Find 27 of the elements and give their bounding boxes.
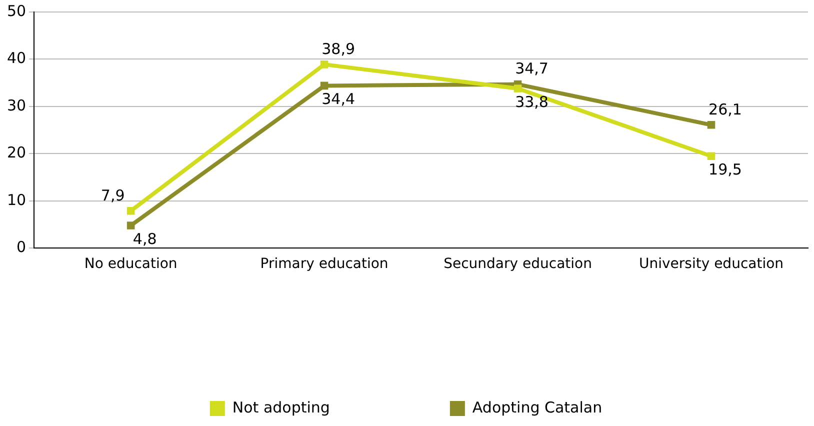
y-tick-label: 20	[6, 144, 26, 162]
x-tick-label: Primary education	[260, 256, 388, 272]
x-tick-label: No education	[84, 256, 178, 272]
point	[320, 82, 328, 90]
data-label: 4,8	[132, 230, 157, 248]
y-tick-label: 40	[6, 49, 26, 68]
y-tick-label: 10	[6, 190, 26, 209]
legend-label: Not adopting	[232, 398, 330, 416]
data-label: 34,4	[322, 90, 356, 108]
y-tick-label: 0	[16, 238, 26, 256]
point	[126, 206, 135, 215]
point	[514, 84, 522, 92]
point	[707, 152, 716, 160]
data-label: 7,9	[100, 186, 125, 204]
data-label: 26,1	[708, 100, 742, 118]
x-tick-label: University education	[638, 256, 784, 272]
data-label: 38,9	[322, 40, 356, 58]
point	[707, 121, 716, 129]
data-label: 33,8	[515, 92, 548, 111]
point	[320, 60, 328, 68]
data-label: 34,7	[515, 60, 548, 78]
x-tick-label: Secundary education	[444, 256, 592, 272]
y-tick-label: 30	[6, 96, 26, 114]
y-tick-label: 50	[6, 2, 26, 20]
legend-label: Adopting Catalan	[472, 398, 602, 416]
point	[126, 222, 135, 230]
data-label: 19,5	[708, 160, 742, 178]
